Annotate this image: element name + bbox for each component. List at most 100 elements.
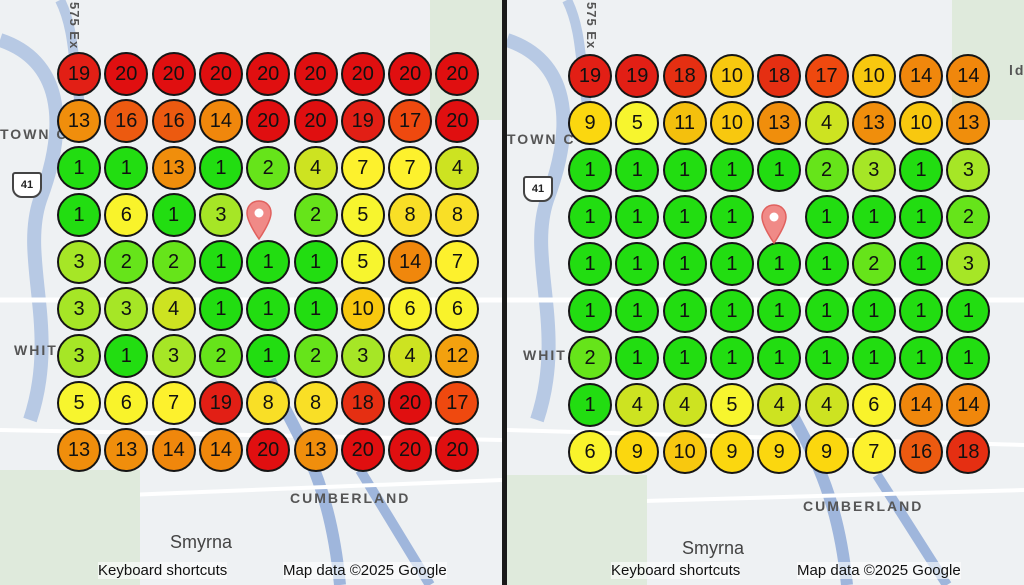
rank-cell[interactable]: 1 <box>709 242 754 286</box>
rank-cell[interactable]: 17 <box>435 381 480 425</box>
rank-cell[interactable]: 18 <box>757 54 802 98</box>
rank-cell[interactable]: 3 <box>57 240 101 284</box>
rank-cell[interactable]: 1 <box>709 289 754 333</box>
rank-cell[interactable]: 8 <box>293 381 338 425</box>
rank-cell[interactable]: 19 <box>568 54 612 98</box>
rank-cell[interactable]: 5 <box>709 383 754 427</box>
rank-cell[interactable]: 18 <box>340 381 385 425</box>
map-panel-left[interactable]: TOWN C WHIT CUMBERLAND Smyrna 575 Ex 41 … <box>0 0 502 585</box>
rank-cell[interactable]: 2 <box>946 195 991 239</box>
rank-cell[interactable]: 20 <box>293 52 338 96</box>
rank-cell[interactable]: 20 <box>340 52 385 96</box>
rank-cell[interactable]: 1 <box>568 195 612 239</box>
rank-cell[interactable]: 7 <box>388 146 433 190</box>
rank-cell[interactable]: 18 <box>662 54 707 98</box>
rank-cell[interactable]: 1 <box>757 148 802 192</box>
rank-cell[interactable]: 13 <box>757 101 802 145</box>
rank-cell[interactable]: 1 <box>662 148 707 192</box>
rank-cell[interactable]: 3 <box>340 334 385 378</box>
rank-cell[interactable]: 3 <box>851 148 896 192</box>
rank-cell[interactable]: 1 <box>615 336 660 380</box>
rank-cell[interactable]: 20 <box>388 428 433 472</box>
rank-cell[interactable]: 6 <box>568 430 612 474</box>
rank-cell[interactable]: 1 <box>198 287 243 331</box>
rank-cell[interactable]: 1 <box>851 195 896 239</box>
rank-cell[interactable]: 1 <box>899 195 944 239</box>
rank-cell[interactable]: 13 <box>151 146 196 190</box>
rank-cell[interactable]: 1 <box>246 287 291 331</box>
rank-cell[interactable]: 1 <box>804 289 849 333</box>
rank-cell[interactable]: 20 <box>246 99 291 143</box>
rank-cell[interactable]: 1 <box>615 148 660 192</box>
rank-cell[interactable]: 4 <box>662 383 707 427</box>
rank-cell[interactable]: 10 <box>662 430 707 474</box>
rank-cell[interactable]: 1 <box>151 193 196 237</box>
rank-cell[interactable]: 16 <box>899 430 944 474</box>
rank-cell[interactable]: 20 <box>340 428 385 472</box>
rank-cell[interactable]: 9 <box>709 430 754 474</box>
rank-cell[interactable]: 4 <box>435 146 480 190</box>
rank-cell[interactable]: 2 <box>851 242 896 286</box>
rank-cell[interactable]: 1 <box>104 146 149 190</box>
rank-cell[interactable]: 14 <box>899 383 944 427</box>
rank-cell[interactable]: 8 <box>246 381 291 425</box>
rank-cell[interactable]: 1 <box>899 242 944 286</box>
rank-cell[interactable]: 2 <box>198 334 243 378</box>
rank-cell[interactable]: 1 <box>757 242 802 286</box>
rank-cell[interactable]: 1 <box>198 146 243 190</box>
location-pin-icon[interactable] <box>761 204 787 244</box>
rank-cell[interactable]: 1 <box>104 334 149 378</box>
rank-cell[interactable]: 20 <box>388 381 433 425</box>
rank-cell[interactable]: 1 <box>946 289 991 333</box>
rank-cell[interactable]: 4 <box>757 383 802 427</box>
rank-cell[interactable]: 19 <box>615 54 660 98</box>
rank-cell[interactable]: 3 <box>57 334 101 378</box>
rank-cell[interactable]: 20 <box>246 428 291 472</box>
rank-cell[interactable]: 10 <box>340 287 385 331</box>
rank-cell[interactable]: 1 <box>899 289 944 333</box>
rank-cell[interactable]: 10 <box>899 101 944 145</box>
rank-cell[interactable]: 7 <box>340 146 385 190</box>
rank-cell[interactable]: 1 <box>851 289 896 333</box>
rank-cell[interactable]: 19 <box>198 381 243 425</box>
rank-cell[interactable]: 13 <box>851 101 896 145</box>
rank-cell[interactable]: 6 <box>388 287 433 331</box>
rank-cell[interactable]: 13 <box>57 428 101 472</box>
rank-cell[interactable]: 7 <box>151 381 196 425</box>
rank-cell[interactable]: 5 <box>340 193 385 237</box>
rank-cell[interactable]: 20 <box>246 52 291 96</box>
rank-cell[interactable]: 9 <box>804 430 849 474</box>
rank-cell[interactable]: 1 <box>899 336 944 380</box>
rank-cell[interactable]: 3 <box>946 148 991 192</box>
rank-cell[interactable]: 10 <box>709 101 754 145</box>
rank-cell[interactable]: 1 <box>804 336 849 380</box>
rank-cell[interactable]: 3 <box>946 242 991 286</box>
keyboard-shortcuts-link[interactable]: Keyboard shortcuts <box>611 562 741 579</box>
rank-cell[interactable]: 4 <box>388 334 433 378</box>
rank-cell[interactable]: 2 <box>293 193 338 237</box>
rank-cell[interactable]: 3 <box>198 193 243 237</box>
rank-cell[interactable]: 1 <box>57 193 101 237</box>
rank-cell[interactable]: 9 <box>757 430 802 474</box>
rank-cell[interactable]: 19 <box>340 99 385 143</box>
rank-cell[interactable]: 16 <box>151 99 196 143</box>
rank-cell[interactable]: 5 <box>615 101 660 145</box>
rank-cell[interactable]: 1 <box>198 240 243 284</box>
rank-cell[interactable]: 1 <box>615 242 660 286</box>
rank-cell[interactable]: 2 <box>104 240 149 284</box>
rank-cell[interactable]: 20 <box>435 99 480 143</box>
rank-cell[interactable]: 3 <box>151 334 196 378</box>
rank-cell[interactable]: 11 <box>662 101 707 145</box>
rank-cell[interactable]: 20 <box>435 52 480 96</box>
rank-cell[interactable]: 18 <box>946 430 991 474</box>
rank-cell[interactable]: 1 <box>246 334 291 378</box>
rank-cell[interactable]: 1 <box>615 195 660 239</box>
rank-cell[interactable]: 13 <box>293 428 338 472</box>
rank-cell[interactable]: 13 <box>104 428 149 472</box>
rank-cell[interactable]: 5 <box>340 240 385 284</box>
rank-cell[interactable]: 19 <box>57 52 101 96</box>
rank-cell[interactable]: 1 <box>899 148 944 192</box>
rank-cell[interactable]: 20 <box>293 99 338 143</box>
rank-cell[interactable]: 6 <box>104 193 149 237</box>
rank-cell[interactable]: 8 <box>388 193 433 237</box>
